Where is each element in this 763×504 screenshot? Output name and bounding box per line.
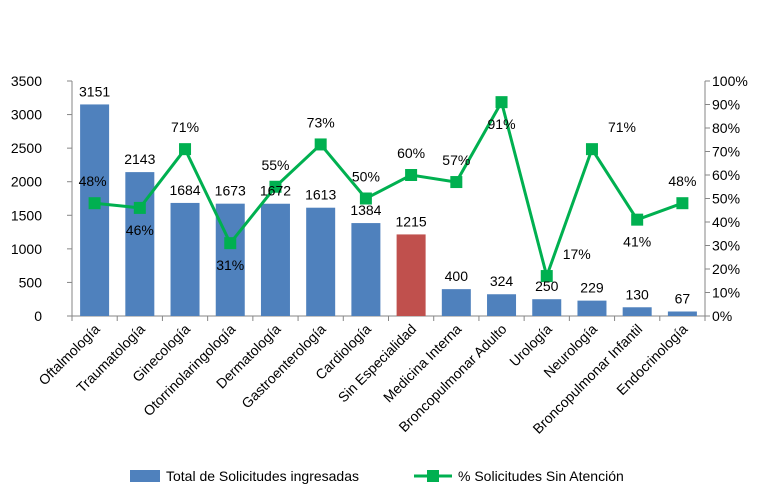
bar bbox=[306, 207, 336, 316]
left-tick-label: 1000 bbox=[11, 241, 42, 257]
right-tick-label: 0% bbox=[712, 308, 732, 324]
line-data-label: 57% bbox=[442, 152, 470, 168]
right-tick-label: 80% bbox=[712, 120, 740, 136]
line-data-label: 73% bbox=[307, 114, 335, 130]
line-data-label: 41% bbox=[623, 234, 651, 250]
right-tick-label: 10% bbox=[712, 285, 740, 301]
bar-data-label: 1672 bbox=[260, 183, 291, 199]
line-data-label: 17% bbox=[563, 246, 591, 262]
bar-data-label: 324 bbox=[490, 273, 514, 289]
bar-data-label: 1613 bbox=[305, 187, 336, 203]
line-data-label: 48% bbox=[79, 173, 107, 189]
line-data-label: 48% bbox=[668, 173, 696, 189]
percent-line bbox=[94, 98, 683, 282]
bar bbox=[260, 203, 290, 316]
bar-data-label: 1673 bbox=[215, 183, 246, 199]
line-data-label: 31% bbox=[216, 257, 244, 273]
percent-marker bbox=[540, 270, 553, 283]
bar-data-label: 1215 bbox=[396, 213, 427, 229]
bar-data-label: 1384 bbox=[350, 202, 381, 218]
bar-data-label: 67 bbox=[675, 291, 691, 307]
percent-marker bbox=[133, 201, 146, 214]
bar-data-label: 3151 bbox=[79, 83, 110, 99]
bar-data-label: 250 bbox=[535, 278, 559, 294]
line-data-label: 46% bbox=[126, 222, 154, 238]
bar bbox=[396, 234, 426, 316]
left-tick-label: 3000 bbox=[11, 107, 42, 123]
percent-marker bbox=[495, 96, 508, 109]
line-data-label: 55% bbox=[261, 157, 289, 173]
bar bbox=[487, 294, 517, 316]
percent-marker bbox=[631, 213, 644, 226]
right-tick-label: 20% bbox=[712, 261, 740, 277]
bar bbox=[80, 104, 110, 316]
x-category-label: Medicina Interna bbox=[380, 321, 465, 406]
bar bbox=[532, 299, 562, 316]
bar bbox=[622, 307, 652, 316]
percent-marker bbox=[179, 143, 192, 156]
line-data-label: 71% bbox=[608, 119, 636, 135]
bar bbox=[351, 223, 381, 316]
x-category-label: Gastroenterología bbox=[238, 321, 329, 412]
line-data-label: 71% bbox=[171, 119, 199, 135]
percent-marker bbox=[269, 180, 282, 193]
right-tick-label: 100% bbox=[712, 73, 748, 89]
bar bbox=[667, 311, 697, 316]
percent-marker bbox=[88, 197, 101, 210]
right-tick-label: 50% bbox=[712, 191, 740, 207]
legend-line-marker bbox=[427, 470, 439, 482]
percent-marker bbox=[676, 197, 689, 210]
right-tick-label: 40% bbox=[712, 214, 740, 230]
legend-bar-label: Total de Solicitudes ingresadas bbox=[166, 468, 359, 484]
percent-marker bbox=[450, 176, 463, 189]
left-tick-label: 2000 bbox=[11, 174, 42, 190]
left-tick-label: 3500 bbox=[11, 73, 42, 89]
right-tick-label: 90% bbox=[712, 97, 740, 113]
bar bbox=[170, 202, 200, 316]
line-data-label: 91% bbox=[488, 116, 516, 132]
left-tick-label: 2500 bbox=[11, 140, 42, 156]
x-category-label: Sin Especialidad bbox=[335, 321, 420, 406]
left-tick-label: 0 bbox=[34, 308, 42, 324]
left-tick-label: 1500 bbox=[11, 207, 42, 223]
bar bbox=[577, 300, 607, 316]
percent-marker bbox=[359, 192, 372, 205]
percent-marker bbox=[585, 143, 598, 156]
line-data-label: 50% bbox=[352, 169, 380, 185]
line-data-label: 60% bbox=[397, 145, 425, 161]
bar-data-label: 229 bbox=[580, 280, 604, 296]
bar-data-label: 2143 bbox=[124, 151, 155, 167]
percent-marker bbox=[314, 138, 327, 151]
legend-line-label: % Solicitudes Sin Atención bbox=[458, 468, 624, 484]
bar-data-label: 400 bbox=[445, 268, 469, 284]
legend-bar-swatch bbox=[130, 470, 160, 482]
bar-data-label: 130 bbox=[625, 286, 649, 302]
percent-marker bbox=[405, 169, 418, 181]
percent-marker bbox=[224, 237, 237, 250]
bar-data-label: 1684 bbox=[169, 182, 200, 198]
bar bbox=[441, 289, 471, 316]
right-tick-label: 30% bbox=[712, 238, 740, 254]
left-tick-label: 500 bbox=[19, 274, 43, 290]
right-tick-label: 70% bbox=[712, 144, 740, 160]
right-tick-label: 60% bbox=[712, 167, 740, 183]
